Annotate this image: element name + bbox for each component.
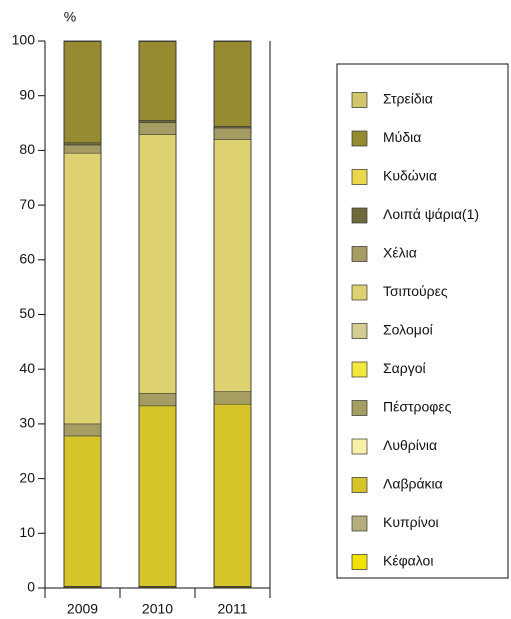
bar-segment [138, 134, 177, 394]
legend-swatch [351, 207, 368, 224]
y-tick-label: 80 [19, 141, 35, 157]
y-tick-label: 70 [19, 196, 35, 212]
legend-label: Κυπρίνοι [383, 514, 439, 530]
legend-label: Τσιπούρες [383, 283, 448, 299]
legend-label: Λυθρίνια [383, 437, 437, 453]
legend-label: Λαβράκια [383, 476, 443, 492]
bar-segment [213, 403, 252, 587]
legend-swatch [351, 323, 368, 339]
legend-swatch [351, 284, 368, 301]
legend-swatch [351, 130, 368, 147]
legend-label: Λοιπά ψάρια(1) [383, 206, 479, 222]
y-axis-label: % [64, 9, 76, 25]
legend-label: Στρείδια [383, 91, 433, 107]
y-tick-label: 60 [19, 251, 35, 267]
bar-segment [63, 423, 102, 437]
legend-swatch [351, 361, 368, 378]
bar-segment [213, 41, 252, 127]
y-tick-label: 50 [19, 305, 35, 321]
bar-segment [213, 139, 252, 392]
x-tick-label: 2010 [142, 601, 173, 617]
y-tick-label: 100 [12, 32, 36, 48]
legend-swatch [351, 477, 368, 493]
bar-segment [63, 41, 102, 143]
bar-segment [138, 41, 177, 121]
bar-segment [138, 405, 177, 587]
y-tick-label: 40 [19, 360, 35, 376]
bar-segment [63, 142, 102, 146]
bar-segment [213, 127, 252, 140]
legend-label: Σαργοί [383, 360, 426, 376]
legend-swatch [351, 92, 368, 108]
x-tick-label: 2009 [67, 601, 98, 617]
y-tick-label: 30 [19, 415, 35, 431]
y-tick-label: 10 [19, 524, 35, 540]
bar-segment [63, 152, 102, 425]
bar-segment [138, 122, 177, 135]
legend-swatch [351, 246, 368, 262]
legend-label: Μύδια [383, 129, 421, 145]
legend-label: Πέστροφες [383, 399, 452, 415]
bar-segment [138, 393, 177, 407]
y-tick-label: 0 [27, 579, 35, 595]
legend-label: Κυδώνια [383, 168, 437, 184]
x-tick-label: 2011 [217, 601, 247, 617]
legend-swatch [351, 169, 368, 185]
bar-segment [63, 435, 102, 587]
y-tick-label: 20 [19, 469, 35, 485]
bar-segment [138, 120, 177, 123]
legend-label: Κέφαλοι [383, 553, 433, 569]
bar-segment [213, 391, 252, 405]
legend-swatch [351, 438, 368, 455]
y-tick-label: 90 [19, 86, 35, 102]
legend-swatch [351, 554, 368, 570]
legend-swatch [351, 400, 368, 416]
legend-label: Σολομοί [383, 322, 433, 338]
legend-swatch [351, 515, 368, 532]
legend-label: Χέλια [383, 245, 417, 261]
bar-segment [63, 144, 102, 154]
